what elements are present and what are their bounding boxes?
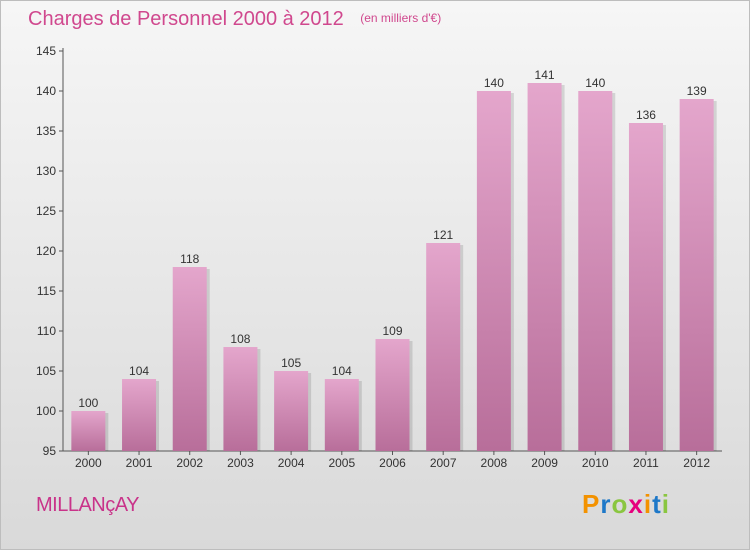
y-tick-label: 100 — [36, 404, 56, 418]
data-label: 108 — [230, 332, 250, 346]
y-tick-label: 120 — [36, 244, 56, 258]
title-row: Charges de Personnel 2000 à 2012 (en mil… — [28, 8, 441, 31]
chart-subtitle: (en milliers d'€) — [360, 11, 442, 25]
x-tick-label: 2006 — [379, 456, 406, 470]
y-tick-label: 95 — [43, 444, 57, 458]
data-label: 136 — [636, 108, 656, 122]
y-tick-label: 115 — [37, 284, 56, 298]
data-label: 121 — [433, 228, 453, 242]
data-label: 104 — [332, 364, 352, 378]
bar — [122, 379, 157, 451]
bar — [476, 91, 511, 451]
bar — [274, 371, 309, 451]
logo-letter: x — [628, 489, 644, 519]
bar — [71, 411, 106, 451]
logo-letter: o — [611, 489, 629, 519]
bar — [375, 339, 410, 451]
y-tick-label: 135 — [36, 124, 56, 138]
y-tick-label: 140 — [36, 84, 56, 98]
chart-title: Charges de Personnel 2000 à 2012 — [28, 8, 344, 30]
logo-letter: r — [600, 489, 612, 519]
x-tick-label: 2007 — [430, 456, 457, 470]
logo-letter: i — [643, 489, 653, 519]
x-tick-label: 2010 — [582, 456, 609, 470]
data-label: 109 — [382, 324, 402, 338]
bar — [628, 123, 663, 451]
x-tick-label: 2011 — [633, 456, 659, 470]
commune-name: MILLANçAY — [36, 494, 139, 516]
data-label: 140 — [585, 76, 605, 90]
x-tick-label: 2012 — [683, 456, 710, 470]
x-tick-label: 2004 — [278, 456, 305, 470]
data-label: 104 — [129, 364, 149, 378]
logo-letter: i — [661, 489, 670, 519]
y-tick-label: 125 — [36, 204, 56, 218]
data-label: 139 — [687, 84, 707, 98]
x-tick-label: 2002 — [176, 456, 203, 470]
y-tick-label: 110 — [37, 324, 56, 338]
data-label: 140 — [484, 76, 504, 90]
x-tick-label: 2000 — [75, 456, 102, 470]
y-tick-label: 105 — [36, 364, 56, 378]
bar — [679, 99, 714, 451]
data-label: 105 — [281, 356, 301, 370]
y-tick-label: 130 — [36, 164, 56, 178]
bar — [527, 83, 562, 451]
data-label: 141 — [535, 68, 555, 82]
x-tick-label: 2009 — [531, 456, 558, 470]
logo-letter: t — [652, 489, 662, 519]
y-tick-label: 145 — [36, 44, 56, 58]
bar — [426, 243, 461, 451]
bar — [578, 91, 613, 451]
bar — [223, 347, 258, 451]
bar — [172, 267, 207, 451]
x-tick-label: 2005 — [328, 456, 355, 470]
proxiti-logo[interactable]: Proxiti — [582, 489, 670, 520]
bar — [324, 379, 359, 451]
data-label: 118 — [180, 252, 199, 266]
x-tick-label: 2003 — [227, 456, 254, 470]
x-tick-label: 2008 — [481, 456, 508, 470]
x-tick-label: 2001 — [126, 456, 153, 470]
logo-letter: P — [582, 489, 601, 519]
data-label: 100 — [78, 396, 98, 410]
